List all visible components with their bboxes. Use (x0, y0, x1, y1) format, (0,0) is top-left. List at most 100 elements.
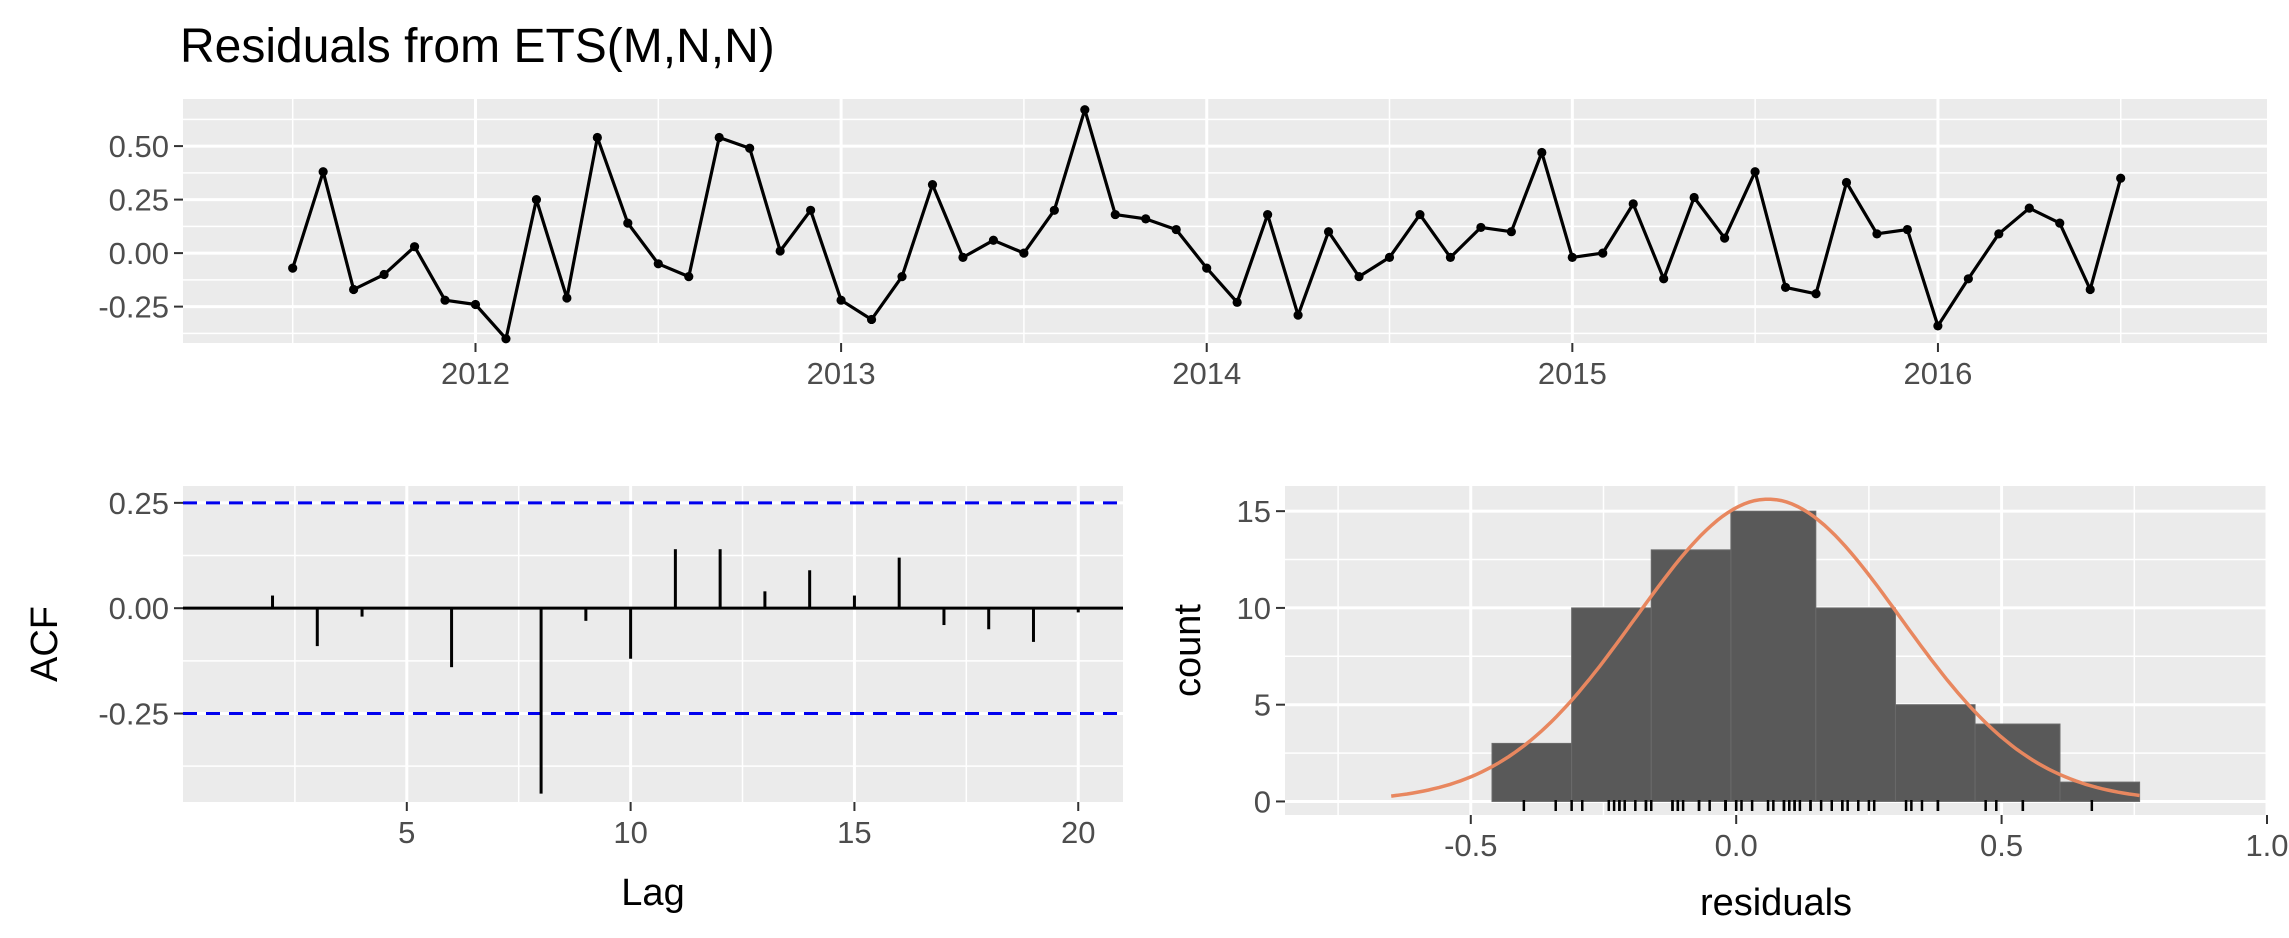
y-tick-label: -0.25 (98, 697, 169, 732)
residual-point (623, 218, 633, 228)
y-tick-label: 0.50 (109, 129, 169, 164)
residual-point (745, 143, 755, 153)
x-tick-label: 1.0 (2245, 828, 2288, 863)
residual-point (2116, 173, 2126, 183)
y-tick-label: -0.25 (98, 290, 169, 325)
residual-point (1720, 233, 1730, 243)
residual-point (531, 194, 542, 205)
x-axis-title: Lag (621, 872, 684, 914)
histogram-bar (2059, 781, 2141, 802)
y-tick-label: 15 (1237, 494, 1271, 529)
residual-point (318, 167, 328, 177)
x-tick-label: 2016 (1903, 356, 1972, 391)
residual-point (1293, 310, 1303, 320)
residual-point (2055, 218, 2065, 228)
residual-point (1049, 205, 1059, 215)
histogram-bar (1571, 607, 1652, 802)
residual-point (714, 132, 724, 143)
residual-point (927, 180, 938, 190)
residual-point (1598, 248, 1608, 258)
x-tick-label: 0.5 (1980, 828, 2023, 863)
residual-point (562, 293, 572, 303)
residual-point (653, 259, 663, 269)
residual-point (1537, 147, 1547, 158)
x-axis-title: residuals (1700, 882, 1852, 924)
residual-point (1019, 248, 1029, 258)
residual-point (1415, 209, 1425, 220)
residual-point (1933, 321, 1943, 331)
y-tick-label: 0.00 (109, 591, 169, 626)
y-tick-label: 0.25 (109, 183, 169, 218)
histogram-bar (1894, 704, 1976, 802)
residual-point (1689, 192, 1699, 203)
time-series-panel: -0.25 0.00 0.25 0.50 2012 2013 2014 2015 2016 (98, 99, 2267, 391)
residual-point (1110, 209, 1120, 220)
y-axis-title: count (1167, 604, 1209, 697)
residual-point (1263, 209, 1273, 220)
residual-point (1780, 282, 1791, 292)
residual-point (1080, 105, 1090, 115)
x-tick-label: 2015 (1538, 356, 1607, 391)
x-tick-label: 2013 (807, 356, 876, 391)
y-tick-label: 0.25 (109, 486, 169, 521)
residual-point (1659, 274, 1669, 284)
residual-point (1628, 199, 1638, 209)
residual-point (866, 314, 877, 325)
residual-point (288, 263, 298, 273)
residual-point (1994, 229, 2004, 239)
residual-point (775, 246, 785, 256)
y-tick-label: 10 (1237, 591, 1271, 626)
residual-point (470, 299, 481, 310)
x-tick-label: 5 (398, 815, 415, 850)
residual-point (684, 272, 694, 282)
y-tick-label: 0 (1254, 784, 1271, 819)
histogram-bar (1815, 607, 1896, 802)
residual-point (1750, 167, 1760, 177)
residual-point (806, 205, 816, 215)
residual-point (440, 295, 450, 305)
residual-point (1963, 274, 1973, 284)
residual-point (409, 242, 420, 252)
residual-point (988, 235, 999, 245)
chart-title: Residuals from ETS(M,N,N) (180, 20, 775, 73)
x-tick-label: 15 (837, 815, 871, 850)
residual-point (1567, 252, 1577, 262)
residual-point (1445, 252, 1456, 262)
residual-point (897, 272, 907, 282)
residual-point (1171, 224, 1181, 235)
residual-point (1323, 227, 1334, 237)
histogram-bar (1730, 510, 1817, 802)
normal-density-curve (1390, 497, 2140, 798)
x-tick-label: -0.5 (1444, 828, 1497, 863)
residual-point (1232, 297, 1242, 307)
x-tick-label: 0.0 (1715, 828, 1758, 863)
residual-point (379, 269, 389, 280)
residual-point (1476, 222, 1486, 233)
panel-background (183, 486, 1123, 802)
x-tick-label: 2012 (441, 356, 510, 391)
residual-point (958, 252, 968, 262)
residual-point (836, 295, 846, 305)
residual-point (2024, 203, 2034, 213)
residual-point (1872, 229, 1882, 239)
residual-point (1841, 177, 1852, 188)
residual-point (501, 334, 511, 344)
residual-point (1354, 272, 1364, 282)
histogram-panel: 0 5 10 15 -0.5 0.0 0.5 1.0 residuals count (1167, 462, 2289, 924)
residual-point (1902, 224, 1913, 235)
y-axis-title: ACF (24, 606, 66, 682)
acf-panel: -0.25 0.00 0.25 5 10 15 20 Lag ACF (24, 486, 1123, 914)
histogram-bar (1974, 723, 2061, 802)
residual-point (349, 284, 359, 295)
y-tick-label: 5 (1254, 688, 1271, 723)
residual-point (2085, 284, 2095, 295)
y-tick-label: 0.00 (109, 236, 169, 271)
histogram-bar (1491, 742, 1573, 802)
x-tick-label: 10 (613, 815, 647, 850)
histogram-bar (1650, 549, 1732, 802)
residual-point (1506, 227, 1516, 237)
residual-point (1141, 214, 1151, 224)
residual-point (1384, 252, 1395, 262)
residual-point (1202, 263, 1212, 273)
